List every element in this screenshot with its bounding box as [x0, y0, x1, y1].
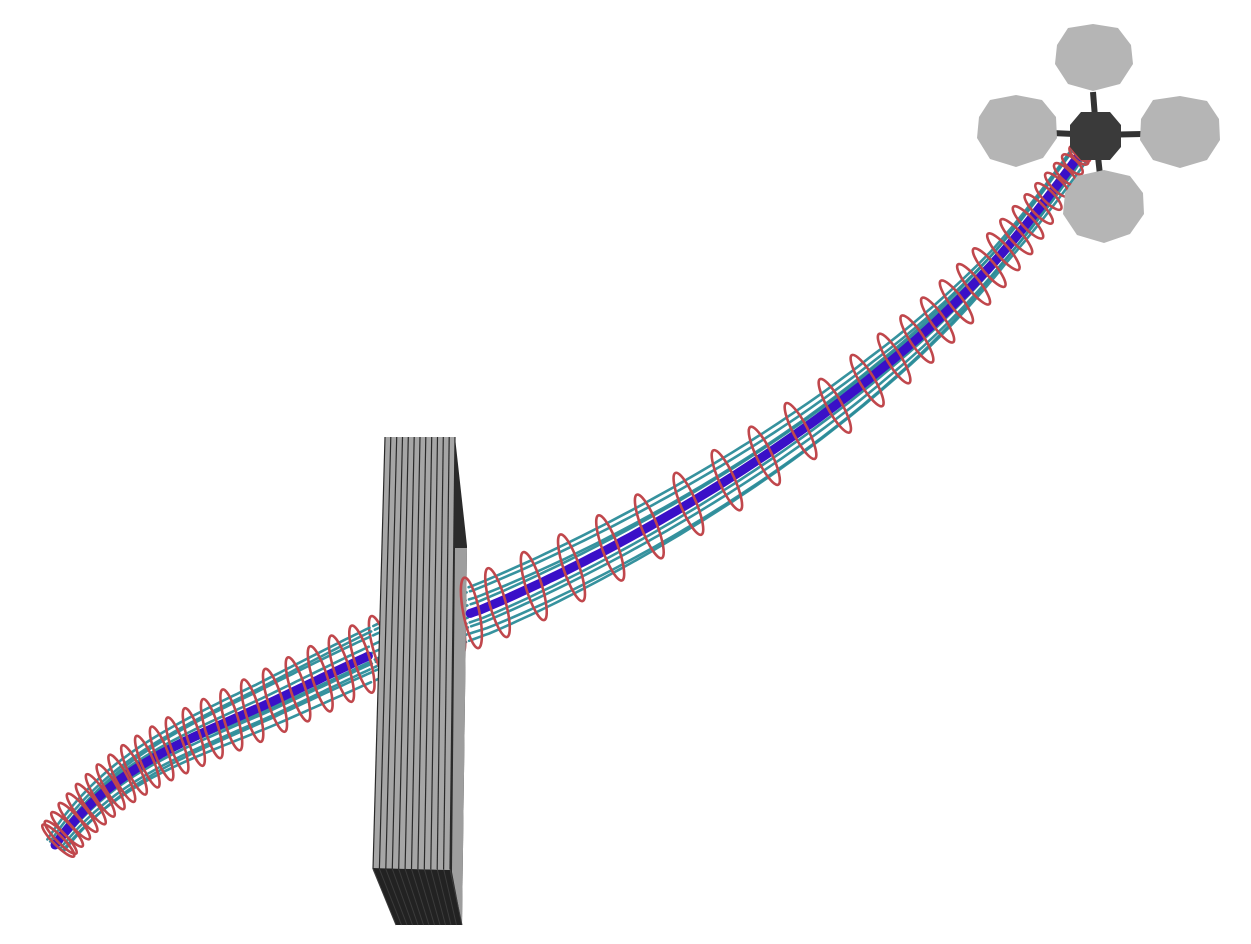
wall-slat-line — [423, 436, 433, 870]
wall-slat-line-bottom — [398, 868, 419, 926]
uncertainty-ring — [164, 716, 190, 775]
uncertainty-ring — [284, 655, 312, 723]
uncertainty-ring — [483, 566, 512, 639]
wall-slat-line — [417, 436, 427, 870]
wall-slat-line-bottom — [391, 868, 413, 926]
uncertainty-ring — [971, 247, 1007, 289]
wall-slat-line — [391, 436, 404, 870]
uncertainty-ring — [133, 734, 161, 789]
drone-rotor-right — [1140, 96, 1220, 168]
uncertainty-ring — [556, 533, 587, 603]
uncertainty-ring — [876, 332, 912, 385]
wall-slat-line — [385, 436, 398, 870]
drone-body — [1070, 112, 1121, 160]
uncertainty-ring — [327, 634, 356, 704]
wall-slat-line-bottom — [423, 868, 441, 926]
uncertainty-ring — [999, 217, 1034, 256]
uncertainty-ring — [985, 232, 1021, 272]
wall-slat-line — [436, 436, 444, 870]
uncertainty-ring — [459, 576, 484, 650]
uncertainty-ring — [783, 401, 818, 461]
wall-slat-lines — [372, 436, 463, 926]
wall-slat-line-bottom — [411, 868, 430, 926]
uncertainty-ring — [95, 763, 126, 811]
wall-slat-line-bottom — [372, 868, 397, 926]
uncertainty-ring — [747, 425, 782, 487]
wall-slat-line — [372, 436, 386, 870]
wall-slat-line — [443, 436, 450, 870]
wall-side-face-light — [452, 548, 467, 925]
wall-slat-line-bottom — [385, 868, 408, 926]
uncertainty-ring — [519, 550, 549, 622]
uncertainty-ring — [672, 471, 705, 537]
wall-slat-line-bottom — [436, 868, 452, 926]
wall-bottom-face — [373, 868, 462, 925]
wall-slat-line — [378, 436, 392, 870]
wall-slat-line — [449, 436, 456, 870]
wall-slat-line — [398, 436, 409, 870]
uncertainty-ring — [594, 513, 626, 582]
wall-slat-line-bottom — [449, 868, 463, 926]
uncertainty-ring — [40, 823, 76, 859]
wall-slat-line — [410, 436, 421, 870]
uncertainty-ring — [1011, 204, 1045, 240]
quadrotor-icon — [977, 24, 1220, 243]
uncertainty-ring — [849, 353, 885, 408]
uncertainty-ring — [633, 493, 666, 560]
wall-slat-line — [430, 436, 439, 870]
uncertainty-ring — [919, 296, 956, 344]
uncertainty-ring — [306, 644, 334, 713]
uncertainty-ring — [899, 314, 935, 364]
uncertainty-ring — [239, 678, 265, 744]
drone-rotor-bottom — [1063, 170, 1144, 243]
uncertainty-ring — [1023, 193, 1055, 225]
uncertainty-ring — [938, 279, 975, 325]
wall-obstacle-icon — [372, 436, 467, 926]
uncertainty-ring — [955, 262, 992, 306]
uncertainty-ring — [148, 725, 175, 782]
wall-slat-line-bottom — [417, 868, 435, 926]
uncertainty-ring — [119, 743, 149, 796]
wall-slat-line-bottom — [404, 868, 424, 926]
wall-slat-line-bottom — [430, 868, 446, 926]
drone-rotor-left — [977, 95, 1057, 167]
uncertainty-ring — [74, 782, 108, 826]
uncertainty-ring — [107, 753, 137, 804]
uncertainty-ring — [817, 377, 853, 434]
uncertainty-ring — [84, 772, 117, 818]
wall-slat-line — [404, 436, 415, 870]
uncertainty-ring — [261, 667, 289, 734]
wall-slat-line-bottom — [443, 868, 457, 926]
uncertainty-ring — [347, 624, 376, 694]
wall-slat-line-bottom — [378, 868, 402, 926]
uncertainty-ring — [199, 697, 224, 760]
uncertainty-ring — [1034, 181, 1063, 212]
uncertainty-ring — [181, 706, 207, 768]
drone-rotor-top — [1055, 24, 1133, 91]
uncertainty-ring — [710, 448, 744, 512]
uncertainty-ring — [219, 688, 244, 752]
